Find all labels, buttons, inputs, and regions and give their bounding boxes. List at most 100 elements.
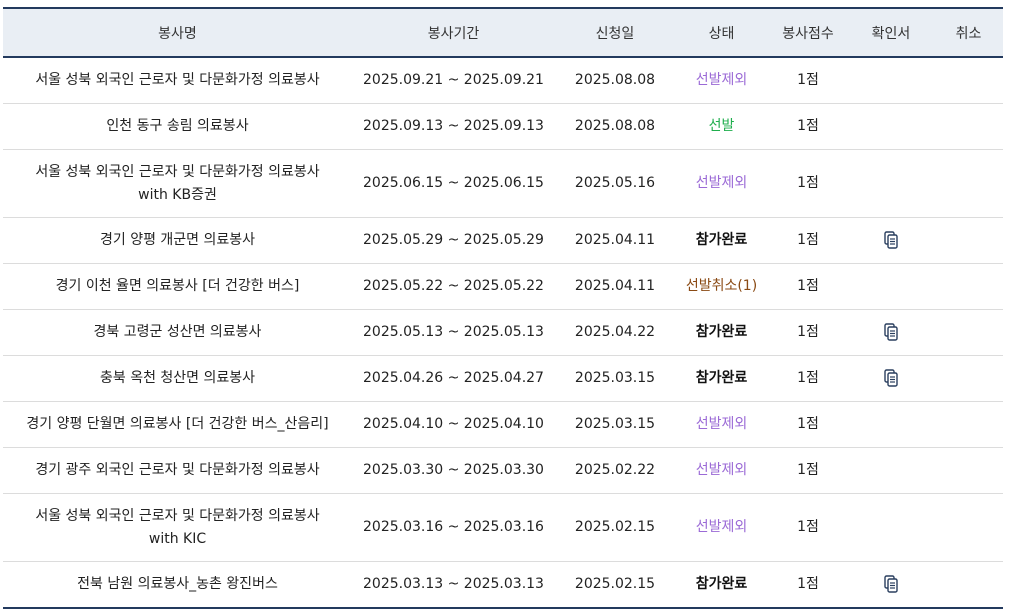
cell-name: 충북 옥천 청산면 의료봉사 [3,355,352,402]
cell-score: 1점 [768,57,848,104]
table-row: 충북 옥천 청산면 의료봉사 2025.04.26 ~ 2025.04.27 202… [3,355,1003,402]
cell-status: 선발제외 [675,149,768,218]
col-header-certificate: 확인서 [848,7,934,58]
cell-status: 참가완료 [675,355,768,402]
cell-period: 2025.03.13 ~ 2025.03.13 [352,561,555,609]
cell-score: 1점 [768,149,848,218]
document-copy-icon[interactable] [883,231,899,249]
cell-applied: 2025.04.11 [555,263,675,310]
cell-score: 1점 [768,263,848,310]
volunteer-table: 봉사명 봉사기간 신청일 상태 봉사점수 확인서 취소 서울 성북 외국인 근로… [3,7,1003,609]
cell-cancel [934,103,1003,150]
col-header-score: 봉사점수 [768,7,848,58]
cell-period: 2025.05.29 ~ 2025.05.29 [352,217,555,264]
volunteer-history: 봉사명 봉사기간 신청일 상태 봉사점수 확인서 취소 서울 성북 외국인 근로… [3,7,1003,609]
document-copy-icon[interactable] [883,575,899,593]
table-row: 경기 광주 외국인 근로자 및 다문화가정 의료봉사 2025.03.30 ~ 2… [3,447,1003,494]
table-row: 인천 동구 송림 의료봉사 2025.09.13 ~ 2025.09.13 2025… [3,103,1003,150]
col-header-period: 봉사기간 [352,7,555,58]
cell-cancel [934,447,1003,494]
cell-name: 서울 성북 외국인 근로자 및 다문화가정 의료봉사 with KIC [3,493,352,562]
cell-certificate [848,309,934,356]
table-header: 봉사명 봉사기간 신청일 상태 봉사점수 확인서 취소 [3,7,1003,58]
cell-name: 경기 양평 개군면 의료봉사 [3,217,352,264]
cell-name: 경기 이천 율면 의료봉사 [더 건강한 버스] [3,263,352,310]
cell-certificate [848,561,934,609]
cell-cancel [934,561,1003,609]
cell-cancel [934,217,1003,264]
cell-certificate [848,355,934,402]
cell-name: 서울 성북 외국인 근로자 및 다문화가정 의료봉사 with KB증권 [3,149,352,218]
cell-score: 1점 [768,447,848,494]
table-row: 서울 성북 외국인 근로자 및 다문화가정 의료봉사 with KIC 2025.0… [3,493,1003,562]
table-row: 서울 성북 외국인 근로자 및 다문화가정 의료봉사 with KB증권 2025.… [3,149,1003,218]
cell-period: 2025.04.10 ~ 2025.04.10 [352,401,555,448]
col-header-status: 상태 [675,7,768,58]
document-copy-icon[interactable] [883,369,899,387]
cell-period: 2025.03.16 ~ 2025.03.16 [352,493,555,562]
cell-period: 2025.09.21 ~ 2025.09.21 [352,57,555,104]
cell-score: 1점 [768,493,848,562]
cell-name: 인천 동구 송림 의료봉사 [3,103,352,150]
table-row: 전북 남원 의료봉사_농촌 왕진버스 2025.03.13 ~ 2025.03.1… [3,561,1003,609]
table-body: 서울 성북 외국인 근로자 및 다문화가정 의료봉사 2025.09.21 ~ 2… [3,57,1003,609]
cell-score: 1점 [768,561,848,609]
cell-status: 선발 [675,103,768,150]
col-header-applied: 신청일 [555,7,675,58]
cell-cancel [934,355,1003,402]
cell-certificate [848,217,934,264]
cell-period: 2025.03.30 ~ 2025.03.30 [352,447,555,494]
cell-applied: 2025.03.15 [555,355,675,402]
cell-score: 1점 [768,355,848,402]
col-header-name: 봉사명 [3,7,352,58]
cell-certificate [848,149,934,218]
cell-score: 1점 [768,309,848,356]
cell-applied: 2025.02.15 [555,561,675,609]
table-row: 경북 고령군 성산면 의료봉사 2025.05.13 ~ 2025.05.13 20… [3,309,1003,356]
cell-certificate [848,493,934,562]
cell-applied: 2025.02.15 [555,493,675,562]
cell-score: 1점 [768,217,848,264]
col-header-cancel: 취소 [934,7,1003,58]
cell-status: 참가완료 [675,309,768,356]
cell-applied: 2025.08.08 [555,103,675,150]
table-row: 경기 양평 개군면 의료봉사 2025.05.29 ~ 2025.05.29 202… [3,217,1003,264]
document-copy-icon[interactable] [883,323,899,341]
cell-cancel [934,57,1003,104]
cell-certificate [848,57,934,104]
cell-applied: 2025.04.22 [555,309,675,356]
cell-applied: 2025.08.08 [555,57,675,104]
cell-applied: 2025.02.22 [555,447,675,494]
cell-period: 2025.06.15 ~ 2025.06.15 [352,149,555,218]
table-row: 경기 양평 단월면 의료봉사 [더 건강한 버스_산음리] 2025.04.10 … [3,401,1003,448]
cell-status: 선발취소(1) [675,263,768,310]
cell-name: 전북 남원 의료봉사_농촌 왕진버스 [3,561,352,609]
cell-status: 선발제외 [675,401,768,448]
cell-score: 1점 [768,401,848,448]
cell-certificate [848,263,934,310]
cell-applied: 2025.04.11 [555,217,675,264]
cell-status: 선발제외 [675,447,768,494]
cell-applied: 2025.03.15 [555,401,675,448]
cell-name: 경기 양평 단월면 의료봉사 [더 건강한 버스_산음리] [3,401,352,448]
table-row: 경기 이천 율면 의료봉사 [더 건강한 버스] 2025.05.22 ~ 202… [3,263,1003,310]
cell-period: 2025.05.22 ~ 2025.05.22 [352,263,555,310]
cell-score: 1점 [768,103,848,150]
cell-status: 선발제외 [675,57,768,104]
cell-cancel [934,401,1003,448]
cell-name: 경기 광주 외국인 근로자 및 다문화가정 의료봉사 [3,447,352,494]
cell-applied: 2025.05.16 [555,149,675,218]
cell-status: 참가완료 [675,217,768,264]
cell-status: 참가완료 [675,561,768,609]
cell-cancel [934,309,1003,356]
cell-name: 서울 성북 외국인 근로자 및 다문화가정 의료봉사 [3,57,352,104]
cell-certificate [848,103,934,150]
cell-certificate [848,447,934,494]
cell-name: 경북 고령군 성산면 의료봉사 [3,309,352,356]
cell-cancel [934,493,1003,562]
cell-period: 2025.09.13 ~ 2025.09.13 [352,103,555,150]
table-row: 서울 성북 외국인 근로자 및 다문화가정 의료봉사 2025.09.21 ~ 2… [3,57,1003,104]
cell-cancel [934,149,1003,218]
cell-status: 선발제외 [675,493,768,562]
cell-certificate [848,401,934,448]
